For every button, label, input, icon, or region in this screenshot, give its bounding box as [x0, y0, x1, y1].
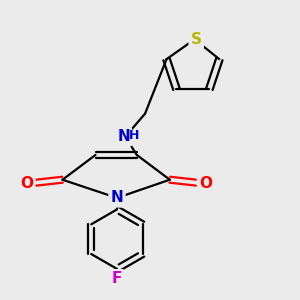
Text: O: O	[20, 176, 33, 190]
Text: H: H	[129, 129, 140, 142]
Text: N: N	[111, 190, 123, 206]
Text: N: N	[117, 129, 130, 144]
Text: S: S	[191, 32, 202, 47]
Text: F: F	[112, 271, 122, 286]
Text: O: O	[199, 176, 212, 190]
